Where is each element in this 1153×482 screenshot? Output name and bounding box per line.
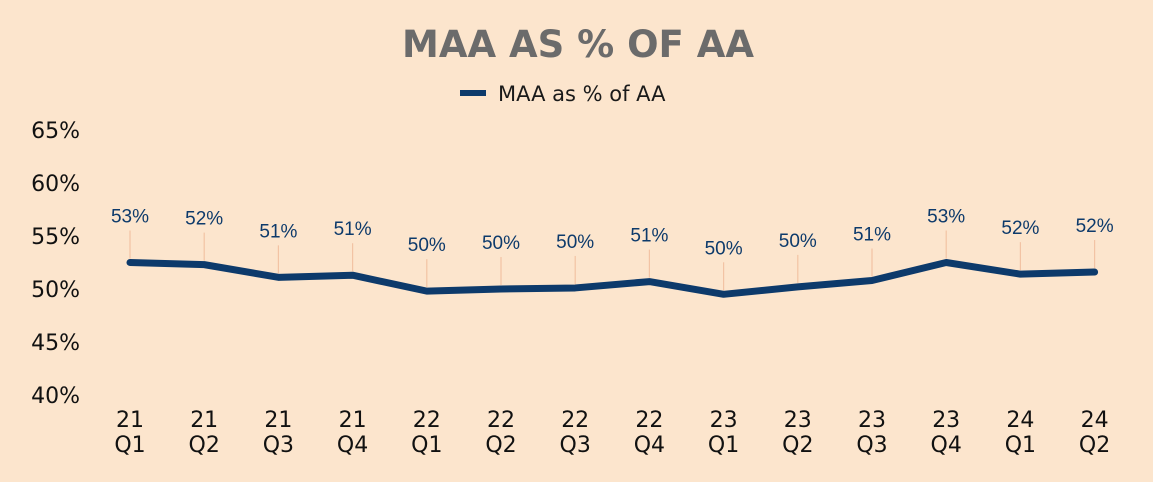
data-label: 52% xyxy=(185,209,223,230)
x-tick-label-year: 23 xyxy=(932,408,960,433)
data-label: 53% xyxy=(927,207,965,228)
x-tick-label-quarter: Q3 xyxy=(560,433,591,458)
y-axis: 65% 60% 55% 50% 45% 40% xyxy=(31,119,80,409)
y-tick-label: 40% xyxy=(31,384,80,409)
x-tick-label-year: 22 xyxy=(561,408,589,433)
x-tick-label-quarter: Q1 xyxy=(1005,433,1036,458)
x-axis: 21Q121Q221Q321Q422Q122Q222Q322Q423Q123Q2… xyxy=(114,408,1110,458)
x-tick-label-quarter: Q4 xyxy=(931,433,962,458)
data-labels: 53% 52% 51% 51% 50% 50% 50% 51% 50% 50% 51% 53% 52% 5… xyxy=(111,207,1114,260)
chart-title: MAA AS % OF AA xyxy=(402,23,754,66)
y-tick-label: 60% xyxy=(31,172,80,197)
x-tick-label-year: 23 xyxy=(858,408,886,433)
data-label: 52% xyxy=(1001,218,1039,239)
x-tick-label-year: 23 xyxy=(710,408,738,433)
x-tick-label-quarter: Q1 xyxy=(708,433,739,458)
x-tick-label-year: 21 xyxy=(190,408,218,433)
x-tick-label-quarter: Q4 xyxy=(634,433,665,458)
legend: MAA as % of AA xyxy=(460,82,666,106)
y-tick-label: 50% xyxy=(31,278,80,303)
x-tick-label-quarter: Q2 xyxy=(1079,433,1110,458)
data-label: 52% xyxy=(1076,216,1114,237)
data-label: 51% xyxy=(853,225,891,246)
label-leader-lines xyxy=(129,230,1096,291)
x-tick-label-year: 24 xyxy=(1006,408,1034,433)
x-tick-label-year: 22 xyxy=(413,408,441,433)
x-tick-label-quarter: Q4 xyxy=(337,433,368,458)
data-label: 50% xyxy=(705,238,743,259)
data-label: 50% xyxy=(779,231,817,252)
x-tick-label-quarter: Q3 xyxy=(263,433,294,458)
x-tick-label-year: 22 xyxy=(487,408,515,433)
series-line xyxy=(126,259,1099,298)
x-tick-label-quarter: Q2 xyxy=(485,433,516,458)
legend-label: MAA as % of AA xyxy=(498,82,666,106)
x-tick-label-quarter: Q3 xyxy=(856,433,887,458)
x-tick-label-quarter: Q1 xyxy=(411,433,442,458)
x-tick-label-year: 23 xyxy=(784,408,812,433)
y-tick-label: 45% xyxy=(31,331,80,356)
data-label: 51% xyxy=(259,221,297,242)
x-tick-label-year: 21 xyxy=(264,408,292,433)
x-tick-label-year: 24 xyxy=(1081,408,1109,433)
x-tick-label-quarter: Q2 xyxy=(782,433,813,458)
data-label: 53% xyxy=(111,207,149,228)
x-tick-label-year: 21 xyxy=(339,408,367,433)
y-tick-label: 65% xyxy=(31,119,80,144)
data-label: 50% xyxy=(556,232,594,253)
data-label: 50% xyxy=(408,235,446,256)
y-tick-label: 55% xyxy=(31,225,80,250)
x-tick-label-quarter: Q2 xyxy=(189,433,220,458)
series-group xyxy=(126,259,1099,298)
x-tick-label-year: 21 xyxy=(116,408,144,433)
data-label: 51% xyxy=(334,219,372,240)
x-tick-label-year: 22 xyxy=(635,408,663,433)
data-label: 51% xyxy=(630,226,668,247)
x-tick-label-quarter: Q1 xyxy=(114,433,145,458)
data-label: 50% xyxy=(482,233,520,254)
